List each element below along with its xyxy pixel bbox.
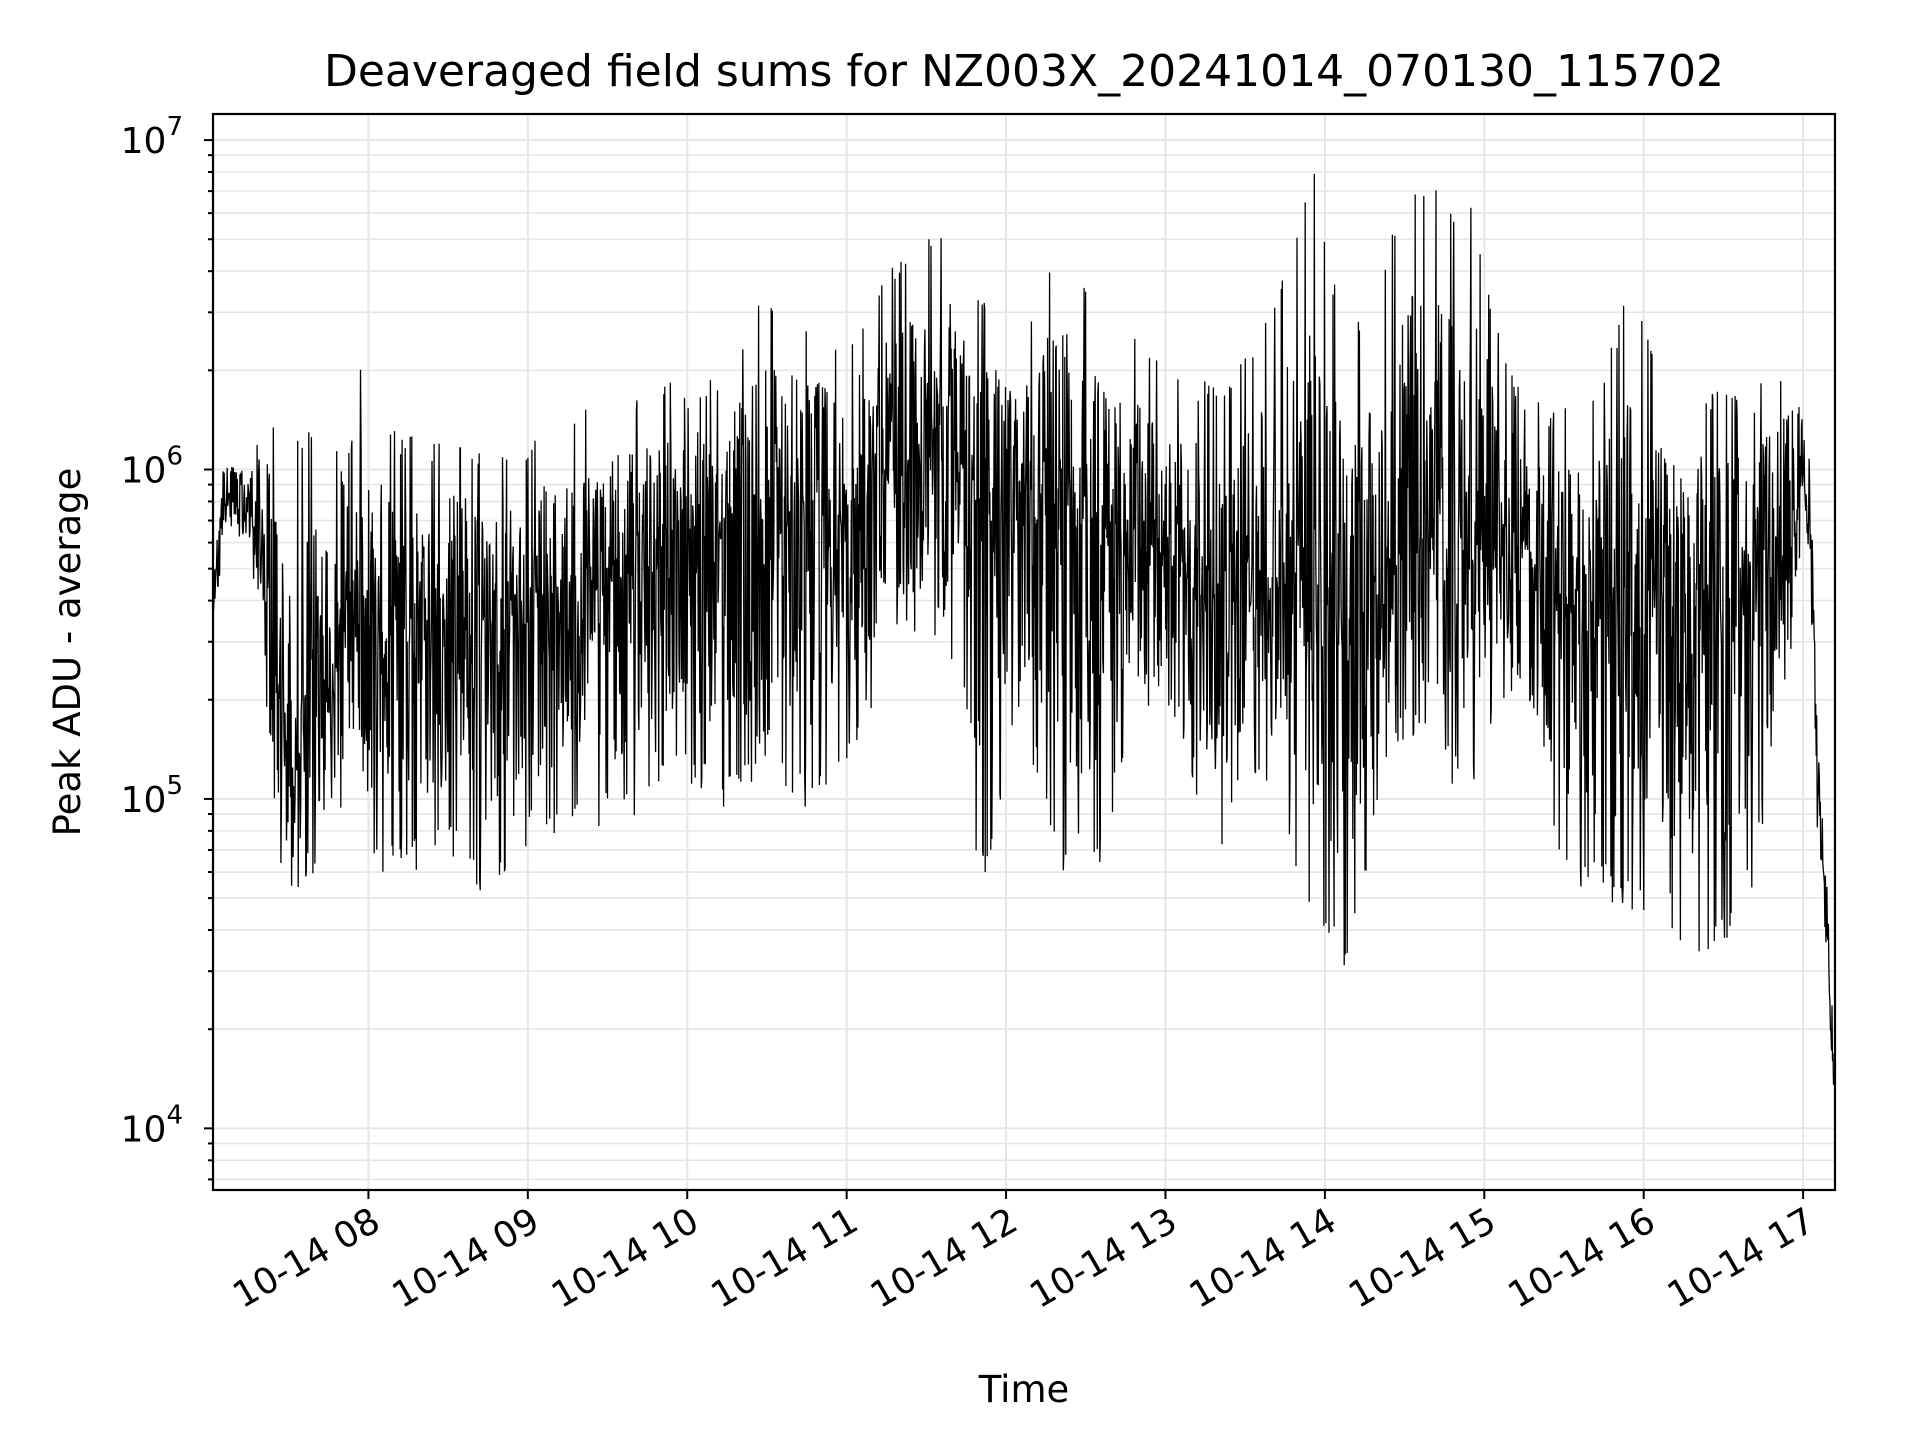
y-tick-label: 107 [121, 112, 183, 162]
x-tick-label: 10-14 08 [226, 1200, 387, 1316]
x-tick-label: 10-14 17 [1661, 1200, 1822, 1316]
y-axis-label: Peak ADU - average [46, 468, 89, 837]
y-tick-label: 104 [121, 1100, 183, 1150]
y-tick-label: 105 [121, 771, 183, 821]
x-tick-label: 10-14 10 [545, 1200, 706, 1316]
x-tick-label: 10-14 12 [864, 1200, 1025, 1316]
y-tick-label: 106 [121, 442, 183, 492]
series-group [212, 173, 1836, 1091]
x-axis-label: Time [978, 1368, 1070, 1411]
x-tick-label: 10-14 16 [1502, 1200, 1663, 1316]
x-tick-label: 10-14 14 [1183, 1200, 1344, 1316]
x-tick-label: 10-14 13 [1023, 1200, 1184, 1316]
chart-title: Deaveraged field sums for NZ003X_2024101… [324, 46, 1724, 97]
plot-frame [211, 112, 1837, 1192]
x-tick-label: 10-14 09 [386, 1200, 547, 1316]
series-line [212, 173, 1836, 1091]
x-tick-label: 10-14 11 [704, 1200, 865, 1316]
x-tick-label: 10-14 15 [1342, 1200, 1503, 1316]
y-axis: 104 105 106 107 [121, 112, 213, 1181]
